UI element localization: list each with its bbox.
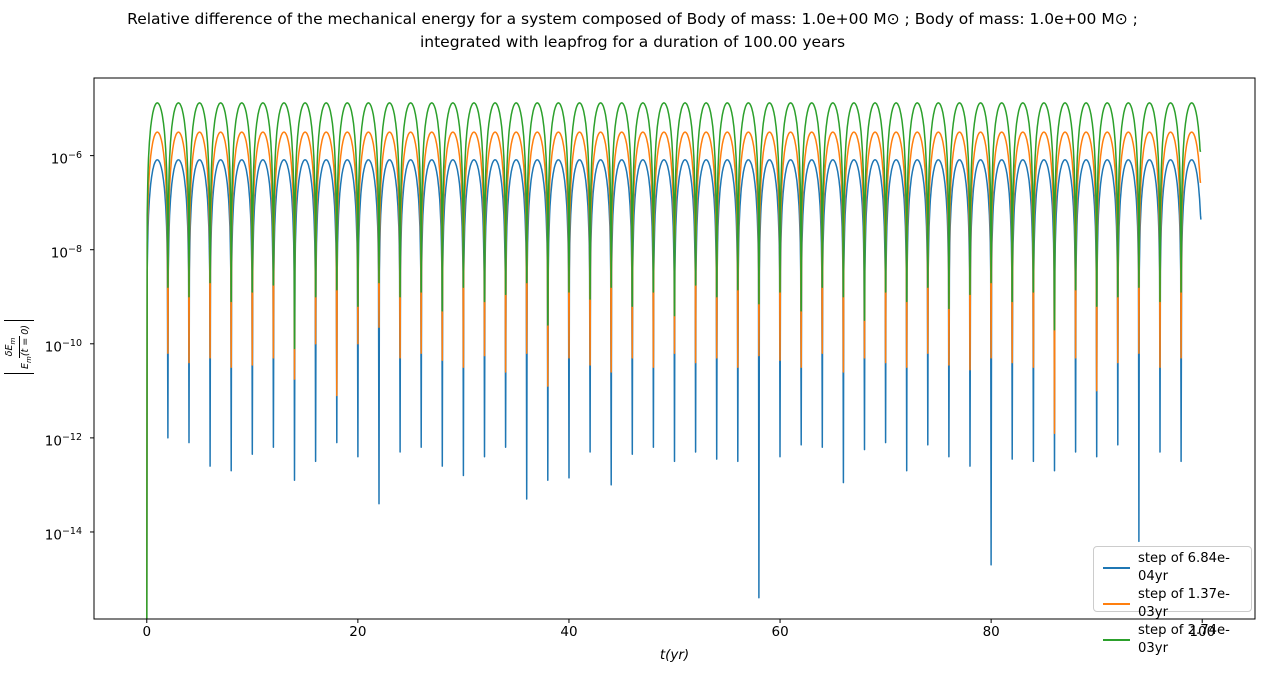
denominator-text: E — [19, 363, 31, 370]
y-tick-exponent: −12 — [61, 432, 82, 443]
y-tick-label-1: 10−8 — [24, 242, 82, 262]
fraction-numerator: δEm — [3, 335, 20, 359]
denominator-rest: (t = 0) — [19, 324, 31, 357]
fraction-denominator: Em(t = 0) — [20, 324, 35, 370]
x-tick-label-0: 0 — [142, 624, 152, 640]
y-tick-exponent: −14 — [61, 526, 82, 537]
y-tick-label-3: 10−12 — [24, 430, 82, 450]
legend-swatch-0 — [1103, 567, 1130, 569]
chart-title-line1: Relative difference of the mechanical en… — [127, 10, 1138, 28]
legend-entry-1: step of 1.37e-03yr — [1094, 586, 1251, 622]
x-tick-label-3: 60 — [771, 624, 789, 640]
legend-label-2: step of 2.74e-03yr — [1138, 623, 1230, 656]
y-tick-exponent: −10 — [61, 338, 82, 349]
legend-entry-0: step of 6.84e-04yr — [1094, 550, 1251, 586]
x-axis-label: t(yr) — [659, 647, 690, 663]
x-tick-label-4: 80 — [982, 624, 1000, 640]
legend-label-0: step of 6.84e-04yr — [1138, 551, 1230, 584]
numerator-subscript: m — [8, 337, 17, 345]
plot-area — [146, 102, 1202, 619]
x-tick-label-2: 40 — [560, 624, 578, 640]
y-tick-base: 10 — [44, 527, 62, 544]
numerator-text: δE — [3, 344, 15, 357]
y-tick-base: 10 — [44, 339, 62, 356]
abs-bar-right — [4, 319, 34, 321]
y-tick-base: 10 — [50, 151, 68, 168]
y-tick-exponent: −6 — [67, 150, 82, 161]
legend-swatch-2 — [1103, 639, 1130, 641]
y-axis-label: δEm Em(t = 0) — [3, 315, 35, 379]
y-tick-exponent: −8 — [67, 244, 82, 255]
x-tick-label-1: 20 — [349, 624, 367, 640]
legend: step of 6.84e-04yr step of 1.37e-03yr st… — [1093, 546, 1252, 656]
y-axis-fraction: δEm Em(t = 0) — [3, 324, 35, 370]
axes-spines — [93, 77, 1256, 620]
denominator-subscript: m — [24, 356, 33, 363]
series-line-2 — [146, 102, 1202, 619]
legend-swatch-1 — [1103, 603, 1130, 605]
y-tick-label-0: 10−6 — [24, 148, 82, 168]
y-tick-base: 10 — [50, 245, 68, 262]
chart-title-line2: integrated with leapfrog for a duration … — [419, 33, 846, 51]
y-tick-base: 10 — [44, 433, 62, 450]
x-tick-label-5: 100 — [1189, 624, 1216, 640]
abs-bar-left — [4, 373, 34, 375]
legend-entry-2: step of 2.74e-03yr — [1094, 622, 1251, 658]
y-tick-label-4: 10−14 — [24, 524, 82, 544]
chart-title: Relative difference of the mechanical en… — [0, 8, 1265, 54]
legend-label-1: step of 1.37e-03yr — [1138, 587, 1230, 620]
y-tick-label-2: 10−10 — [24, 336, 82, 356]
